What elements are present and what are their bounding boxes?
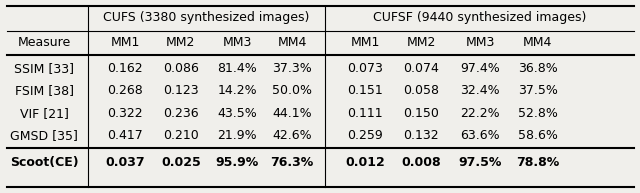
Text: 78.8%: 78.8% (516, 156, 559, 169)
Text: 44.1%: 44.1% (273, 107, 312, 120)
Text: MM4: MM4 (278, 36, 307, 49)
Text: 0.236: 0.236 (163, 107, 198, 120)
Text: 95.9%: 95.9% (216, 156, 259, 169)
Text: FSIM [38]: FSIM [38] (15, 85, 74, 97)
Text: 43.5%: 43.5% (218, 107, 257, 120)
Text: 0.008: 0.008 (401, 156, 441, 169)
Text: 0.111: 0.111 (348, 107, 383, 120)
Text: MM4: MM4 (523, 36, 552, 49)
Text: 0.162: 0.162 (108, 62, 143, 75)
Text: 0.417: 0.417 (108, 129, 143, 142)
Text: GMSD [35]: GMSD [35] (10, 129, 78, 142)
Text: 0.123: 0.123 (163, 85, 198, 97)
Text: Scoot(CE): Scoot(CE) (10, 156, 78, 169)
Text: 0.259: 0.259 (347, 129, 383, 142)
Text: SSIM [33]: SSIM [33] (14, 62, 74, 75)
Text: MM3: MM3 (223, 36, 252, 49)
Text: MM3: MM3 (465, 36, 495, 49)
Text: 32.4%: 32.4% (460, 85, 500, 97)
Text: 0.151: 0.151 (347, 85, 383, 97)
Text: VIF [21]: VIF [21] (20, 107, 68, 120)
Text: 21.9%: 21.9% (218, 129, 257, 142)
Text: 50.0%: 50.0% (272, 85, 312, 97)
Text: 76.3%: 76.3% (271, 156, 314, 169)
Text: 0.322: 0.322 (108, 107, 143, 120)
Text: 97.5%: 97.5% (458, 156, 502, 169)
Text: MM1: MM1 (350, 36, 380, 49)
Text: 0.073: 0.073 (347, 62, 383, 75)
Text: Measure: Measure (17, 36, 70, 49)
Text: 97.4%: 97.4% (460, 62, 500, 75)
Text: 0.074: 0.074 (403, 62, 439, 75)
Text: MM2: MM2 (406, 36, 436, 49)
Text: 81.4%: 81.4% (218, 62, 257, 75)
Text: 0.086: 0.086 (163, 62, 199, 75)
Text: 0.268: 0.268 (108, 85, 143, 97)
Text: 0.012: 0.012 (345, 156, 385, 169)
Text: 0.132: 0.132 (403, 129, 439, 142)
Text: MM1: MM1 (111, 36, 140, 49)
Text: 22.2%: 22.2% (460, 107, 500, 120)
Text: 14.2%: 14.2% (218, 85, 257, 97)
Text: 0.037: 0.037 (106, 156, 145, 169)
Text: 0.150: 0.150 (403, 107, 439, 120)
Text: 37.3%: 37.3% (272, 62, 312, 75)
Text: 37.5%: 37.5% (518, 85, 557, 97)
Text: 42.6%: 42.6% (273, 129, 312, 142)
Text: CUFSF (9440 synthesized images): CUFSF (9440 synthesized images) (373, 11, 586, 25)
Text: 0.025: 0.025 (161, 156, 201, 169)
Text: 36.8%: 36.8% (518, 62, 557, 75)
Text: 58.6%: 58.6% (518, 129, 557, 142)
Text: MM2: MM2 (166, 36, 196, 49)
Text: 0.058: 0.058 (403, 85, 439, 97)
Text: 63.6%: 63.6% (460, 129, 500, 142)
Text: CUFS (3380 synthesized images): CUFS (3380 synthesized images) (103, 11, 310, 25)
Text: 52.8%: 52.8% (518, 107, 557, 120)
Text: 0.210: 0.210 (163, 129, 199, 142)
